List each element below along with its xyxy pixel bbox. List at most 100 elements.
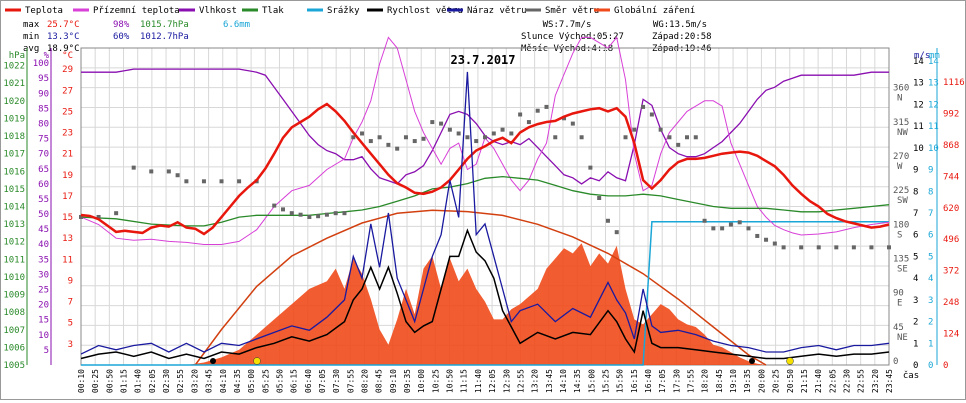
wind-direction-point bbox=[219, 179, 224, 184]
wind-direction-point bbox=[175, 173, 180, 178]
hpa-axis-tick: 1022 bbox=[3, 62, 25, 72]
wind-direction-point bbox=[272, 203, 277, 208]
pct-axis-tick: 80 bbox=[38, 119, 49, 129]
wm2-axis-tick: 248 bbox=[943, 298, 959, 308]
pct-axis-tick: 60 bbox=[38, 180, 49, 190]
x-tick-label: 09:10 bbox=[389, 369, 398, 393]
series-vlhkost bbox=[81, 68, 889, 185]
sunrise-icon bbox=[253, 357, 261, 365]
x-tick-label: 20:25 bbox=[772, 369, 781, 393]
wind-direction-point bbox=[834, 245, 839, 250]
wind-direction-point bbox=[351, 135, 356, 140]
x-tick-label: 18:20 bbox=[701, 369, 710, 393]
mm-axis-tick: 12 bbox=[928, 100, 939, 110]
ms-axis-tick: 7 bbox=[913, 209, 918, 219]
wind-direction-point bbox=[649, 112, 654, 117]
pct-axis-tick: 5 bbox=[44, 346, 49, 356]
hpa-axis-tick: 1018 bbox=[3, 132, 25, 142]
wind-direction-point bbox=[579, 135, 584, 140]
x-tick-label: 06:15 bbox=[290, 369, 299, 393]
x-tick-label: 12:55 bbox=[516, 369, 525, 393]
mm-axis-tick: 0 bbox=[928, 361, 933, 371]
wind-direction-point bbox=[131, 165, 136, 170]
x-tick-label: 07:30 bbox=[332, 369, 341, 393]
deg-axis-tick: 180 bbox=[893, 220, 909, 230]
sunset-icon bbox=[786, 357, 794, 365]
x-tick-label: 05:50 bbox=[275, 369, 284, 393]
hpa-axis-tick: 1011 bbox=[3, 255, 25, 265]
info-panel: WS:7.7m/s WG:13.5m/s Slunce Východ:05:27… bbox=[521, 20, 712, 54]
pct-axis-tick: 100 bbox=[33, 59, 49, 69]
x-tick-label: 02:55 bbox=[176, 369, 185, 393]
x-tick-label: 00:10 bbox=[77, 369, 86, 393]
wind-direction-point bbox=[851, 245, 856, 250]
ms-axis-tick: 2 bbox=[913, 318, 918, 328]
x-tick-label: 18:45 bbox=[715, 369, 724, 393]
wind-direction-point bbox=[79, 214, 83, 219]
wind-direction-point bbox=[237, 179, 242, 184]
x-tick-label: 10:00 bbox=[417, 369, 426, 393]
chart-date: 23.7.2017 bbox=[450, 53, 515, 67]
x-tick-label: 10:25 bbox=[431, 369, 440, 393]
pct-axis-tick: 50 bbox=[38, 210, 49, 220]
ms-axis-tick: 8 bbox=[913, 187, 918, 197]
cel-axis-tick: 5 bbox=[68, 319, 73, 329]
wind-direction-point bbox=[772, 241, 777, 246]
info-sun: Slunce Východ:05:27 bbox=[521, 32, 624, 42]
info-moon: Měsíc Východ:4:18 bbox=[521, 44, 613, 54]
wind-direction-point bbox=[641, 104, 646, 109]
wind-direction-point bbox=[96, 214, 101, 219]
pct-axis-tick: 70 bbox=[38, 150, 49, 160]
legend-label: Přízemní teplota bbox=[93, 6, 180, 16]
wind-direction-point bbox=[281, 207, 285, 212]
deg-axis-tick: 315 bbox=[893, 118, 909, 128]
deg-axis-dir: S bbox=[897, 230, 902, 240]
series-teplota bbox=[80, 102, 890, 236]
wind-direction-point bbox=[342, 211, 347, 216]
wind-direction-point bbox=[720, 226, 725, 231]
x-tick-label: 16:40 bbox=[644, 369, 653, 393]
x-tick-label: 20:00 bbox=[757, 369, 766, 393]
wind-direction-point bbox=[535, 108, 540, 113]
wind-direction-point bbox=[298, 212, 303, 217]
info-moon-set: Západ:19:46 bbox=[652, 44, 712, 54]
wind-direction-point bbox=[166, 169, 171, 174]
cel-axis-tick: 25 bbox=[62, 107, 73, 117]
x-tick-label: 17:55 bbox=[687, 369, 696, 393]
hpa-axis-tick: 1013 bbox=[3, 220, 25, 230]
mm-axis-tick: 8 bbox=[928, 187, 933, 197]
wm2-axis-tick: 372 bbox=[943, 267, 959, 277]
axes: hPa1005100610071008100910101011101210131… bbox=[3, 48, 965, 393]
ms-axis-tick: 3 bbox=[913, 296, 918, 306]
stats-max-hum: 98% bbox=[113, 20, 130, 30]
pct-axis-tick: 40 bbox=[38, 240, 49, 250]
hpa-axis-tick: 1014 bbox=[3, 203, 25, 213]
x-tick-label: 17:05 bbox=[658, 369, 667, 393]
wind-direction-point bbox=[430, 120, 435, 125]
wind-direction-point bbox=[588, 165, 593, 170]
x-tick-label: 05:25 bbox=[261, 369, 270, 393]
wind-direction-point bbox=[500, 127, 505, 132]
ms-axis-tick: 1 bbox=[913, 339, 918, 349]
series-rychlost-vetru bbox=[80, 228, 890, 360]
wm2-axis-tick: 0 bbox=[943, 361, 948, 371]
moonset-icon bbox=[749, 358, 755, 364]
pct-axis-tick: 95 bbox=[38, 74, 49, 84]
x-tick-label: 04:10 bbox=[219, 369, 228, 393]
wind-direction-point bbox=[184, 179, 189, 184]
pct-axis-tick: 90 bbox=[38, 89, 49, 99]
x-tick-label: 07:55 bbox=[346, 369, 355, 393]
x-tick-label: 15:00 bbox=[587, 369, 596, 393]
mm-axis-tick: 7 bbox=[928, 209, 933, 219]
info-ws: WS:7.7m/s bbox=[543, 20, 592, 30]
wind-direction-point bbox=[553, 135, 558, 140]
wind-direction-point bbox=[316, 214, 321, 219]
wind-direction-point bbox=[597, 195, 602, 200]
stats-max-label: max bbox=[23, 20, 40, 30]
x-tick-label: 14:35 bbox=[573, 369, 582, 393]
deg-axis-tick: 270 bbox=[893, 152, 909, 162]
ms-axis-tick: 12 bbox=[913, 100, 924, 110]
wind-direction-point bbox=[412, 139, 417, 144]
pct-axis-tick: 15 bbox=[38, 316, 49, 326]
